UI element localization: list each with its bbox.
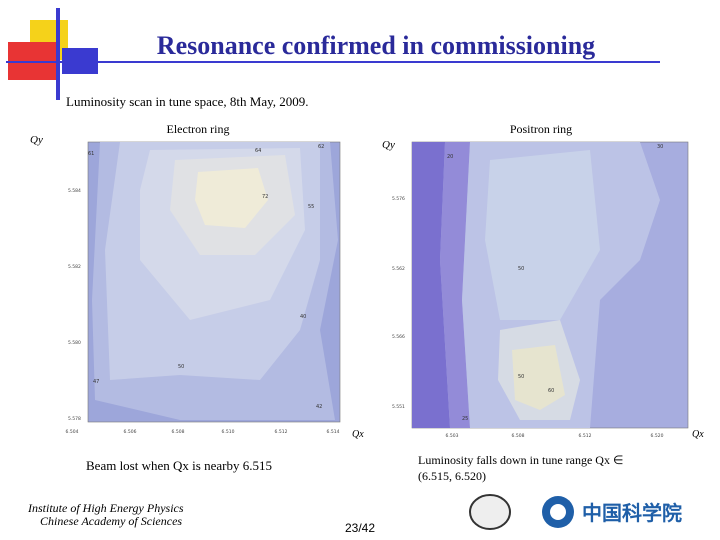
y-tick-label: 5.562 [392,266,405,272]
plot-title: Positron ring [510,122,572,136]
title: Resonance confirmed in commissioning [157,31,595,60]
x-tick-label: 6.504 [66,429,79,435]
contour-plot [87,141,341,423]
axis-label: Qx [692,429,704,440]
axis-label: Qx [352,429,364,440]
contour-label: 20 [447,154,453,160]
contour-label: 25 [462,416,468,422]
x-tick-label: 6.514 [327,429,340,435]
contour-label: 47 [93,379,99,385]
y-tick-label: 5.578 [68,416,81,422]
x-tick-label: 6.508 [512,433,525,439]
axis-label: Qy [30,134,43,146]
subtitle: Luminosity scan in tune space, 8th May, … [66,94,309,109]
x-tick-label: 6.512 [275,429,288,435]
caption: (6.515, 6.520) [418,469,486,483]
page-number: 23/42 [345,521,375,535]
y-tick-label: 5.576 [392,196,405,202]
y-tick-label: 5.584 [68,188,81,194]
contour-label: 40 [300,314,306,320]
contour-label: 55 [308,204,314,210]
y-tick-label: 5.582 [68,264,81,270]
institute: Chinese Academy of Sciences [40,514,182,528]
x-tick-label: 6.508 [172,429,185,435]
x-tick-label: 6.503 [446,433,459,439]
axis-label: Qy [382,139,395,151]
x-tick-label: 6.512 [579,433,592,439]
contour-label: 50 [518,266,524,272]
x-tick-label: 6.510 [222,429,235,435]
contour-label: 42 [316,404,322,410]
plot-title: Electron ring [167,122,230,136]
y-tick-label: 5.566 [392,334,405,340]
contour-label: 62 [318,144,324,150]
contour-label: 30 [657,144,663,150]
logo [550,504,566,520]
contour-plot [411,141,689,429]
contour-label: 50 [518,374,524,380]
x-tick-label: 6.520 [651,433,664,439]
logo-text: 中国科学院 [582,501,682,525]
y-tick-label: 5.551 [392,404,405,410]
logo [469,494,511,530]
x-tick-label: 6.506 [124,429,137,435]
institute: Institute of High Energy Physics [27,501,184,515]
caption: Luminosity falls down in tune range Qx ∈ [418,453,623,467]
contour-label: 61 [88,151,94,157]
contour-label: 64 [255,148,261,154]
y-tick-label: 5.580 [68,340,81,346]
contour-label: 50 [178,364,184,370]
contour-label: 72 [262,194,268,200]
caption: Beam lost when Qx is nearby 6.515 [86,458,272,473]
contour-label: 60 [548,388,554,394]
